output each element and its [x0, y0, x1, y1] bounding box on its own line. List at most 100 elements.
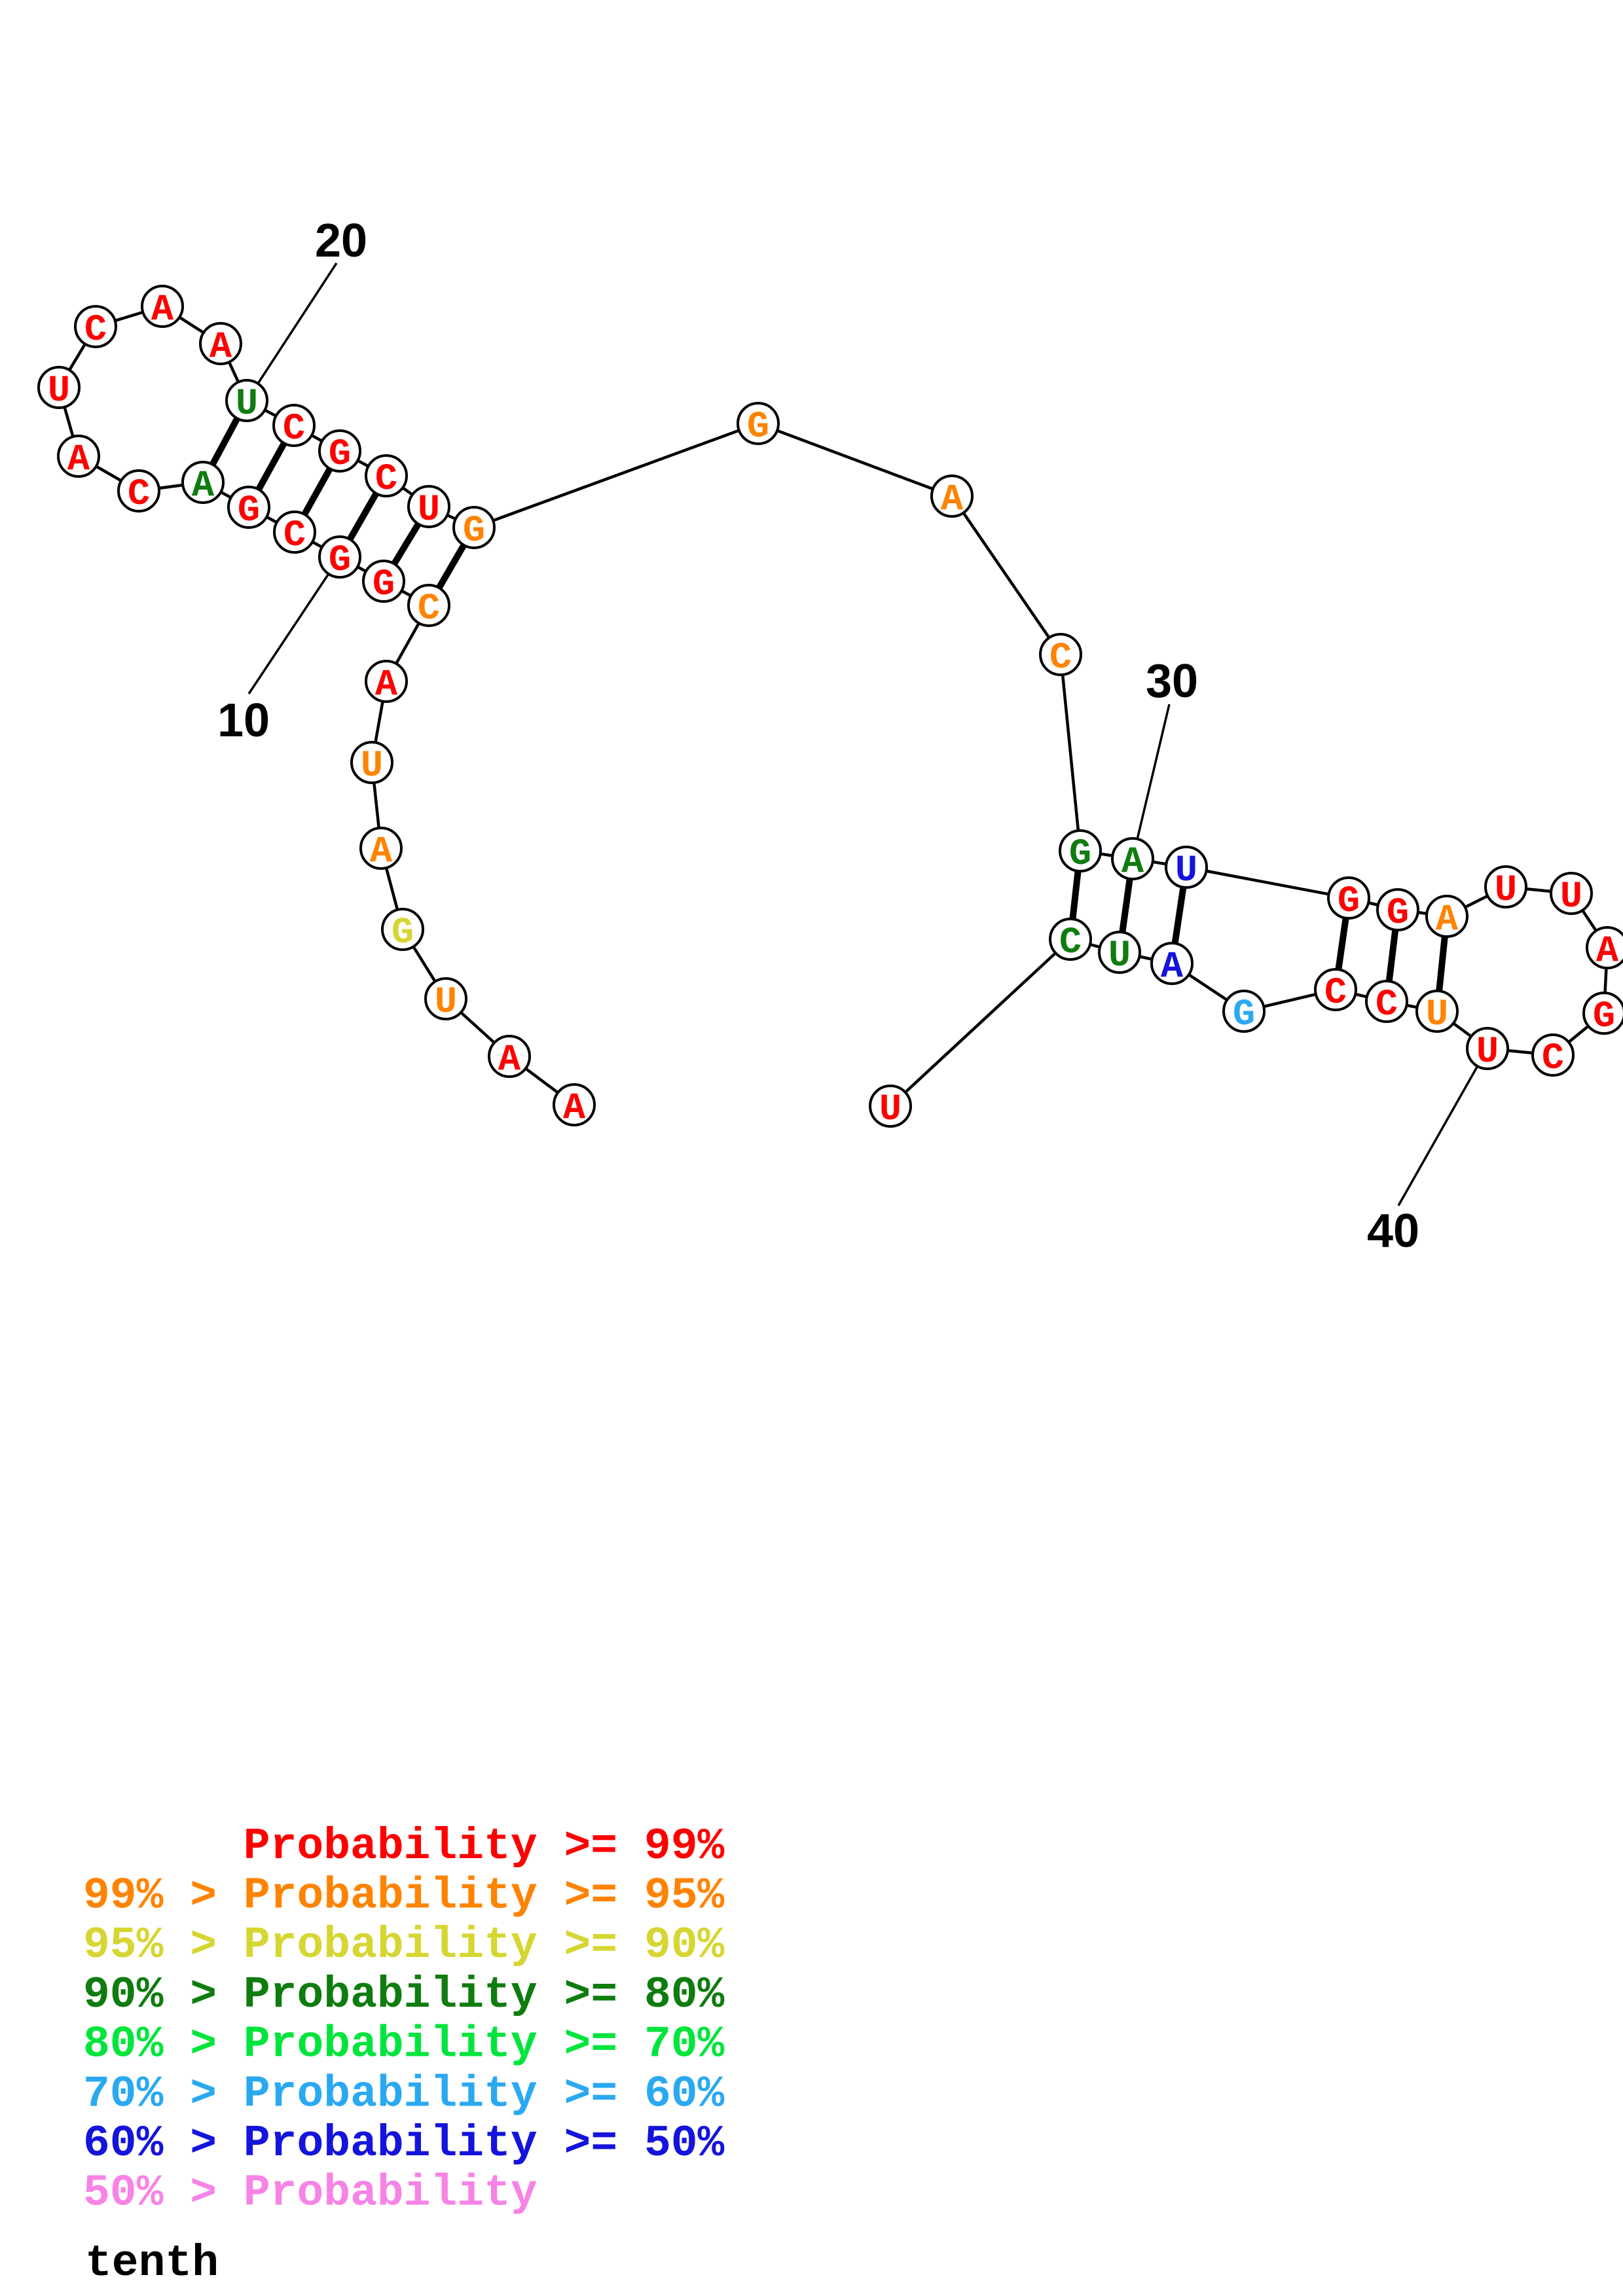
nucleotide-circle-29 [1059, 829, 1102, 872]
nucleotide-17-C: C [74, 305, 117, 351]
nucleotide-letter-38: G [1593, 996, 1615, 1038]
nucleotide-circle-45 [1150, 942, 1194, 985]
nucleotide-circle-40 [1466, 1027, 1509, 1070]
nucleotide-letter-23: C [375, 459, 397, 501]
nucleotide-36-U: U [1550, 872, 1593, 918]
nucleotide-circle-27 [930, 475, 974, 518]
nucleotide-14-C: C [117, 469, 160, 516]
nucleotide-47-C: C [1049, 918, 1092, 964]
nucleotide-letter-30: A [1122, 842, 1144, 884]
nucleotide-letter-29: G [1069, 834, 1091, 876]
nucleotide-44-G: G [1222, 990, 1266, 1036]
nucleotide-letter-35: U [1495, 870, 1517, 912]
nucleotide-circle-36 [1550, 872, 1593, 915]
legend-row-7: 50% > Probability [83, 2168, 538, 2219]
nucleotide-letter-27: A [941, 479, 964, 521]
legend-row-4: 80% > Probability >= 70% [83, 2020, 725, 2070]
nucleotide-letter-15: A [67, 439, 90, 481]
nucleotide-letter-3: U [435, 982, 457, 1024]
nucleotide-22-G: G [318, 429, 361, 476]
nucleotide-letter-43: C [1324, 973, 1347, 1014]
nucleotide-letter-33: G [1387, 893, 1409, 935]
nucleotide-circle-28 [1039, 633, 1082, 676]
nucleotide-circle-47 [1049, 918, 1092, 961]
nucleotide-letter-16: U [48, 370, 70, 412]
probability-legend: Probability >= 99%99% > Probability >= 9… [83, 1821, 725, 2219]
nucleotide-20-U: U [225, 379, 268, 425]
nucleotide-letter-34: A [1436, 899, 1459, 941]
nucleotide-letter-5: A [370, 831, 393, 873]
nucleotide-circle-22 [318, 429, 361, 473]
legend-row-5: 70% > Probability >= 60% [83, 2069, 725, 2119]
nucleotide-letter-20: U [236, 384, 258, 425]
backbone-link-47-48 [889, 938, 1072, 1107]
nucleotide-29-G: G [1059, 829, 1102, 876]
nucleotide-24-U: U [407, 485, 450, 531]
nucleotide-19-A: A [199, 322, 242, 368]
nucleotide-letter-18: A [151, 289, 174, 331]
nucleotide-letter-17: C [84, 310, 107, 351]
nucleotide-letter-2: A [498, 1039, 521, 1081]
nucleotide-letter-28: C [1049, 637, 1072, 679]
nucleotide-3-U: U [424, 977, 467, 1024]
nucleotide-42-C: C [1365, 980, 1408, 1026]
nucleotide-circle-1 [553, 1083, 596, 1126]
nucleotide-circle-21 [272, 404, 316, 447]
nucleotide-circle-31 [1165, 846, 1208, 889]
nucleotide-letter-45: A [1161, 946, 1184, 988]
nucleotide-circle-16 [37, 366, 81, 409]
nucleotide-33-G: G [1376, 888, 1419, 935]
nucleotide-circle-34 [1425, 895, 1468, 938]
backbone-link-28-29 [1059, 654, 1082, 852]
nucleotide-35-U: U [1484, 865, 1527, 912]
nucleotide-circle-5 [359, 827, 403, 870]
legend-row-6: 60% > Probability >= 50% [83, 2119, 725, 2169]
pointer-line-10 [247, 556, 341, 694]
number-label-30: 30 [1146, 655, 1198, 708]
nucleotide-circle-23 [365, 454, 408, 497]
nucleotide-circle-38 [1582, 992, 1623, 1035]
nucleotide-circle-32 [1327, 876, 1370, 920]
nucleotide-26-G: G [737, 402, 780, 448]
nucleotide-letter-46: U [1108, 935, 1131, 977]
nucleotide-letter-21: C [283, 408, 305, 450]
nucleotide-letter-42: C [1376, 984, 1398, 1026]
nucleotide-31-U: U [1165, 846, 1208, 892]
nucleotide-letter-9: G [373, 564, 395, 606]
nucleotide-letter-19: A [210, 327, 232, 368]
nucleotide-circle-19 [199, 322, 242, 365]
nucleotide-32-G: G [1327, 876, 1370, 923]
pointer-line-30 [1131, 704, 1171, 859]
nucleotide-circle-8 [407, 584, 450, 627]
nucleotide-letter-22: G [329, 434, 351, 476]
nucleotide-48-U: U [869, 1085, 912, 1131]
nucleotide-letter-39: C [1542, 1038, 1564, 1080]
legend-row-1: 99% > Probability >= 95% [83, 1871, 725, 1922]
nucleotide-letter-36: U [1560, 876, 1582, 918]
nucleotide-circle-2 [488, 1035, 531, 1078]
nucleotide-46-U: U [1098, 931, 1141, 977]
nucleotide-5-A: A [359, 827, 403, 873]
nucleotide-letter-24: U [418, 490, 440, 531]
nucleotide-38-G: G [1582, 992, 1623, 1038]
nucleotide-circle-20 [225, 379, 268, 422]
nucleotide-27-A: A [930, 475, 974, 521]
nucleotide-circle-9 [362, 560, 405, 603]
number-labels: 10 20 30 40 [217, 215, 1419, 1257]
nucleotide-circle-6 [350, 741, 393, 784]
nucleotide-letter-47: C [1059, 922, 1082, 964]
nucleotide-2-A: A [488, 1035, 531, 1081]
nucleotide-circle-11 [273, 511, 316, 554]
nucleotide-circle-39 [1531, 1033, 1575, 1077]
nucleotide-41-U: U [1415, 990, 1459, 1036]
nucleotide-letter-13: A [192, 465, 215, 507]
nucleotide-40-U: U [1466, 1027, 1509, 1073]
nucleotide-16-U: U [37, 366, 81, 412]
nucleotide-25-G: G [452, 506, 496, 552]
nucleotide-circle-41 [1415, 990, 1459, 1033]
nucleotide-letter-8: C [418, 588, 440, 630]
nucleotide-43-C: C [1314, 968, 1357, 1014]
nucleotide-circle-4 [381, 908, 424, 951]
